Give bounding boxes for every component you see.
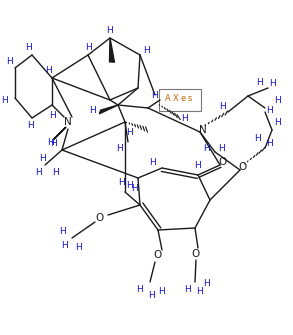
Text: H: H: [267, 106, 273, 115]
Text: H: H: [159, 287, 165, 296]
Text: H: H: [39, 153, 45, 162]
Text: O: O: [96, 213, 104, 223]
Text: H: H: [144, 46, 150, 55]
Text: H: H: [75, 244, 81, 253]
Polygon shape: [53, 127, 66, 140]
Text: s: s: [188, 93, 192, 103]
Text: H: H: [50, 138, 56, 147]
Text: H: H: [90, 106, 96, 115]
Text: X: X: [173, 93, 179, 103]
Text: H: H: [267, 138, 273, 147]
Text: H: H: [182, 114, 188, 123]
Text: H: H: [204, 143, 210, 152]
Text: H: H: [185, 285, 191, 294]
Text: H: H: [85, 43, 91, 52]
Text: H: H: [45, 66, 51, 74]
Text: H: H: [117, 143, 123, 152]
Text: H: H: [255, 134, 261, 142]
Text: H: H: [151, 90, 159, 99]
Text: H: H: [6, 57, 12, 66]
Text: H: H: [150, 157, 156, 166]
Text: O: O: [239, 162, 247, 172]
Polygon shape: [99, 105, 118, 114]
Text: N: N: [64, 117, 72, 127]
Text: H: H: [49, 111, 55, 120]
Text: O: O: [192, 249, 200, 259]
Text: H: H: [219, 143, 225, 152]
Text: H: H: [47, 137, 53, 146]
Text: O: O: [219, 157, 227, 167]
Text: H: H: [119, 178, 125, 187]
Text: H: H: [132, 184, 138, 193]
Text: H: H: [137, 285, 143, 294]
Text: H: H: [59, 227, 65, 237]
Text: H: H: [27, 121, 33, 130]
Text: H: H: [107, 25, 113, 35]
Text: H: H: [127, 128, 133, 136]
Text: H: H: [195, 160, 201, 170]
FancyBboxPatch shape: [159, 89, 201, 111]
Text: e: e: [180, 93, 186, 103]
Text: H: H: [275, 95, 281, 105]
Text: N: N: [199, 125, 207, 135]
Text: H: H: [25, 43, 31, 52]
Text: H: H: [275, 118, 281, 127]
Text: H: H: [149, 291, 155, 300]
Text: H: H: [197, 287, 203, 296]
Text: H: H: [1, 95, 7, 105]
Text: H: H: [270, 78, 276, 87]
Text: H: H: [35, 168, 41, 177]
Text: H: H: [257, 77, 263, 86]
Text: H: H: [52, 168, 58, 177]
Text: H: H: [220, 102, 226, 111]
Text: O: O: [154, 250, 162, 260]
Text: A: A: [165, 93, 171, 103]
Text: H: H: [62, 241, 68, 250]
Text: H: H: [127, 181, 133, 190]
Polygon shape: [110, 38, 115, 62]
Text: H: H: [204, 278, 210, 287]
